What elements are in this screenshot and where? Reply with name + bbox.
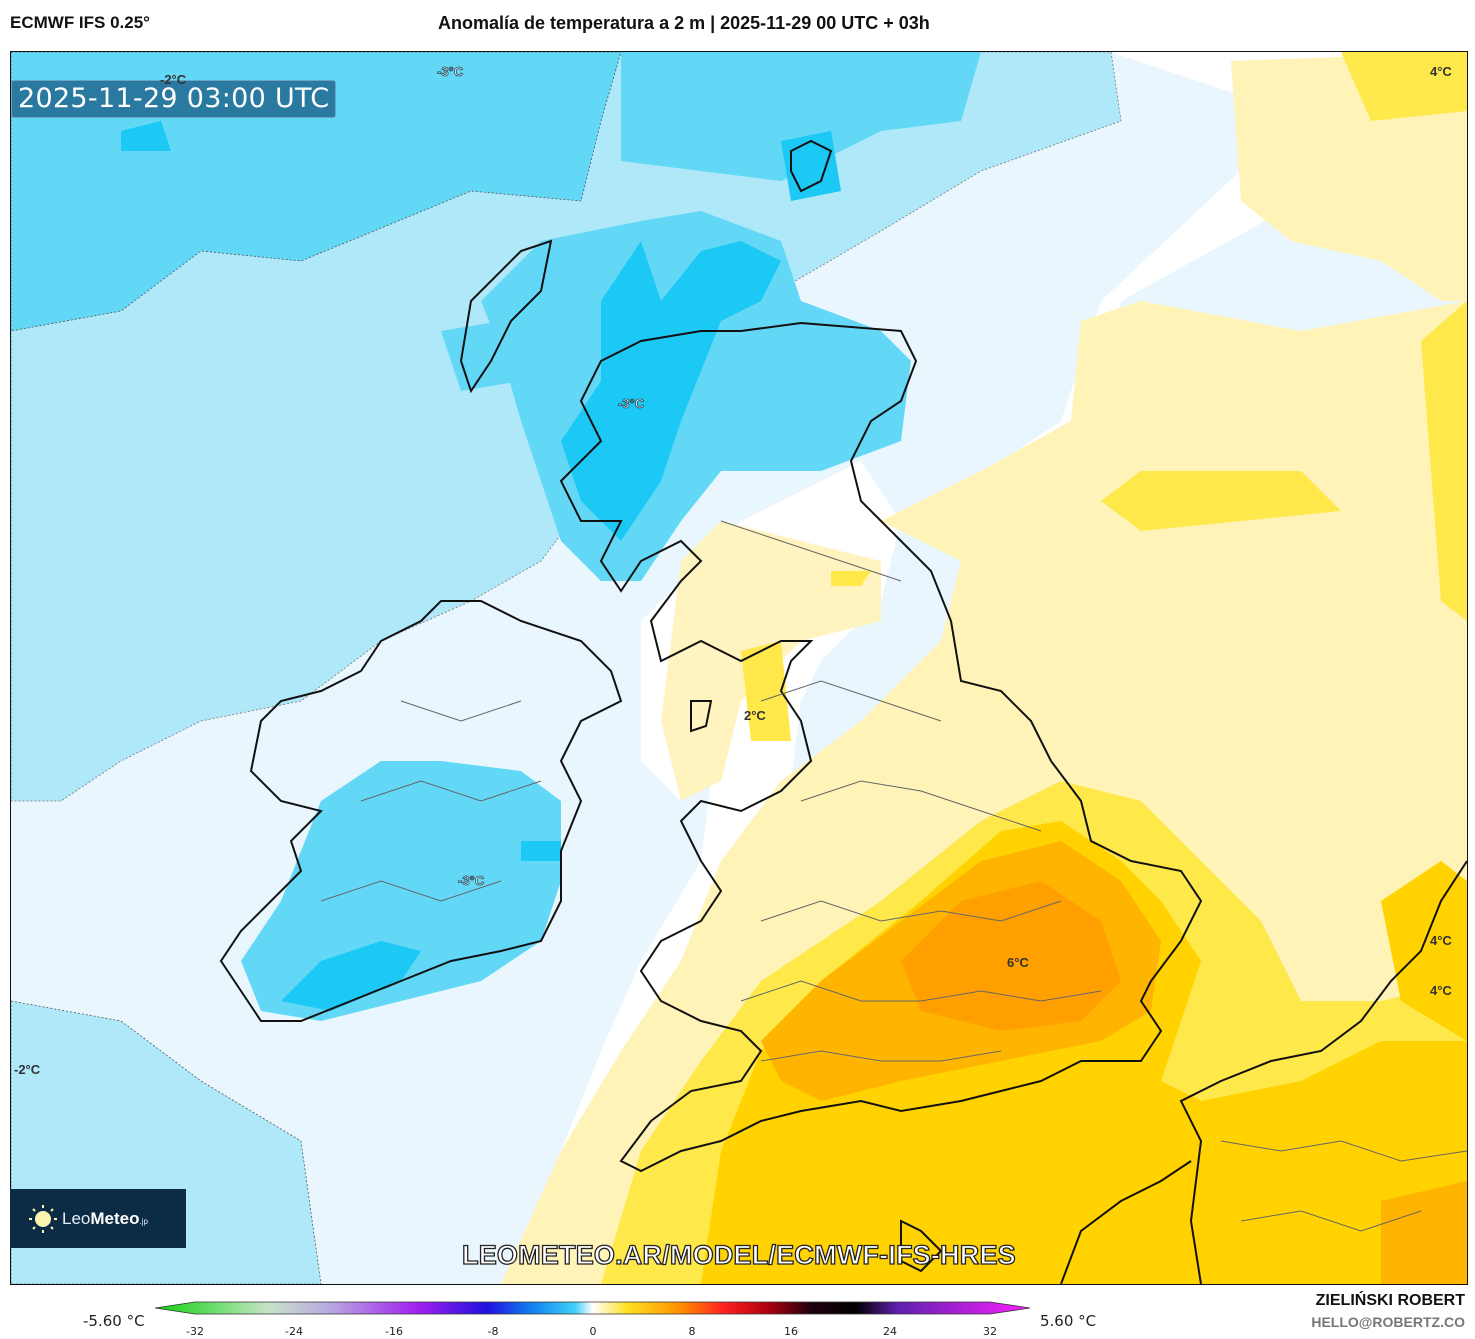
- model-name: ECMWF IFS 0.25°: [10, 13, 150, 32]
- colorbar-tick: 0: [589, 1325, 597, 1338]
- contour-label: 2°C: [744, 708, 766, 723]
- colorbar-tick: -24: [285, 1325, 303, 1338]
- temperature-anomaly-map: 2025-11-29 03:00 UTC: [10, 51, 1468, 1285]
- contour-label: -2°C: [160, 72, 187, 87]
- map-title: Anomalía de temperatura a 2 m | 2025-11-…: [438, 13, 930, 33]
- colorbar-tick: 8: [688, 1325, 696, 1338]
- colorbar-tick: 32: [983, 1325, 997, 1338]
- colorbar-tick: 24: [883, 1325, 897, 1338]
- colorbar-max-label: 5.60 °C: [1040, 1312, 1097, 1330]
- logo-text: LeoMeteo.jp: [62, 1208, 148, 1228]
- contour-label: -2°C: [14, 1062, 41, 1077]
- contour-label: 4°C: [1430, 983, 1452, 998]
- contour-label: 4°C: [1430, 933, 1452, 948]
- contour-label: 6°C: [1007, 955, 1029, 970]
- source-url-watermark: LEOMETEO.AR/MODEL/ECMWF-IFS-HRES: [461, 1239, 1016, 1270]
- colorbar-tick: -8: [487, 1325, 499, 1338]
- sun-icon: [28, 1204, 58, 1234]
- contour-label: -3°C: [458, 873, 485, 889]
- valid-time-badge: 2025-11-29 03:00 UTC: [11, 80, 337, 118]
- colorbar: [155, 1301, 1030, 1315]
- colorbar-tick: 16: [784, 1325, 798, 1338]
- contour-label: 4°C: [1430, 64, 1452, 79]
- colorbar-tick: -32: [186, 1325, 204, 1338]
- map-canvas: [11, 52, 1467, 1284]
- colorbar-min-label: -5.60 °C: [83, 1312, 145, 1330]
- contour-label: -3°C: [437, 64, 464, 80]
- contour-label: -3°C: [618, 396, 645, 412]
- author-name: ZIELIŃSKI ROBERT: [1315, 1292, 1465, 1309]
- author-email: HELLO@ROBERTZ.CO: [1311, 1314, 1465, 1330]
- colorbar-tick: -16: [385, 1325, 403, 1338]
- leometeo-logo: LeoMeteo.jp: [10, 1189, 186, 1248]
